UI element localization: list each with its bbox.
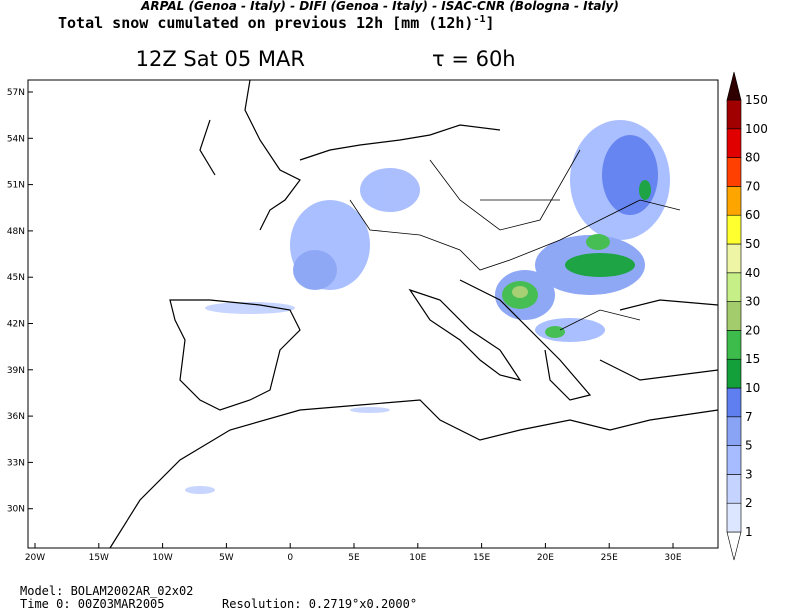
colorbar-swatch	[726, 99, 742, 130]
colorbar-swatch	[726, 272, 742, 302]
colorbar-label: 100	[745, 122, 768, 136]
colorbar-swatch	[726, 416, 742, 446]
field-title: Total snow cumulated on previous 12h [mm…	[58, 14, 495, 32]
colorbar-label: 2	[745, 496, 753, 510]
snow-areas	[185, 120, 670, 494]
lon-label: 15W	[89, 553, 109, 563]
lat-label: 36N	[7, 412, 25, 422]
colorbar-swatch	[726, 186, 742, 216]
lat-label: 33N	[7, 458, 25, 468]
map	[27, 79, 719, 549]
colorbar-swatch	[726, 301, 742, 331]
tau: τ = 60h	[432, 47, 516, 71]
lat-label: 57N	[7, 88, 25, 98]
coastlines	[109, 79, 719, 549]
colorbar-label: 7	[745, 410, 753, 424]
colorbar-label: 1	[745, 525, 753, 539]
lat-labels: 57N 54N 51N 48N 45N 42N 39N 36N 33N 30N	[7, 88, 33, 515]
lon-label: 5W	[219, 553, 234, 563]
colorbar-label: 60	[745, 208, 760, 222]
lon-label: 15E	[473, 553, 490, 563]
lat-label: 42N	[7, 320, 25, 330]
colorbar-swatch	[726, 502, 742, 533]
colorbar-label: 30	[745, 295, 760, 309]
colorbar-label: 70	[745, 179, 760, 193]
lat-label: 54N	[7, 134, 25, 144]
borders	[349, 149, 681, 331]
title: 12Z Sat 05 MAR	[136, 47, 305, 71]
colorbar-swatch	[726, 243, 742, 274]
field-text: Total snow cumulated on previous 12h [mm…	[58, 14, 473, 32]
lon-label: 10W	[152, 553, 172, 563]
lon-labels: 20W 15W 10W 5W 0 5E 10E 15E 20E 25E 30E	[25, 543, 682, 563]
colorbar-swatch	[726, 387, 742, 418]
lon-label: 20E	[537, 553, 554, 563]
model: Model: BOLAM2002AR_02x02	[20, 584, 193, 598]
resolution: Resolution: 0.2719°x0.2000°	[222, 597, 417, 611]
field-close: ]	[485, 14, 494, 32]
colorbar-swatch	[726, 445, 742, 475]
colorbar-label: 20	[745, 323, 760, 337]
colorbar-label: 10	[745, 381, 760, 395]
lat-label: 30N	[7, 505, 25, 515]
colorbar-label: 5	[745, 439, 753, 453]
colorbar-swatch	[726, 157, 742, 187]
lon-label: 30E	[664, 553, 681, 563]
colorbar-swatch	[726, 474, 742, 504]
field-exponent: -1	[473, 14, 485, 25]
time: Time 0: 00Z03MAR2005	[20, 597, 165, 611]
credits: ARPAL (Genoa - Italy) - DIFI (Genoa - It…	[140, 0, 619, 13]
lat-label: 48N	[7, 227, 25, 237]
lon-label: 10E	[409, 553, 426, 563]
colorbar-label: 40	[745, 266, 760, 280]
colorbar-label: 15	[745, 352, 760, 366]
colorbar-swatch	[726, 330, 742, 360]
lon-label: 25E	[601, 553, 618, 563]
colorbar-label: 150	[745, 93, 768, 107]
colorbar-swatch	[726, 128, 742, 158]
colorbar-label: 80	[745, 151, 760, 165]
colorbar-triangle	[726, 71, 742, 101]
lat-label: 45N	[7, 273, 25, 283]
lat-label: 51N	[7, 181, 25, 191]
lat-label: 39N	[7, 366, 25, 376]
colorbar-swatch	[726, 358, 742, 389]
colorbar-triangle	[726, 531, 742, 561]
colorbar-swatch	[726, 214, 742, 245]
colorbar-label: 50	[745, 237, 760, 251]
lon-label: 20W	[25, 553, 45, 563]
colorbar: 1 2 3 5 7 10 15 20 30 40 50 60 70 80 100 150	[726, 71, 768, 561]
lon-label: 0	[287, 553, 293, 563]
colorbar-label: 3	[745, 467, 753, 481]
lon-label: 5E	[348, 553, 360, 563]
